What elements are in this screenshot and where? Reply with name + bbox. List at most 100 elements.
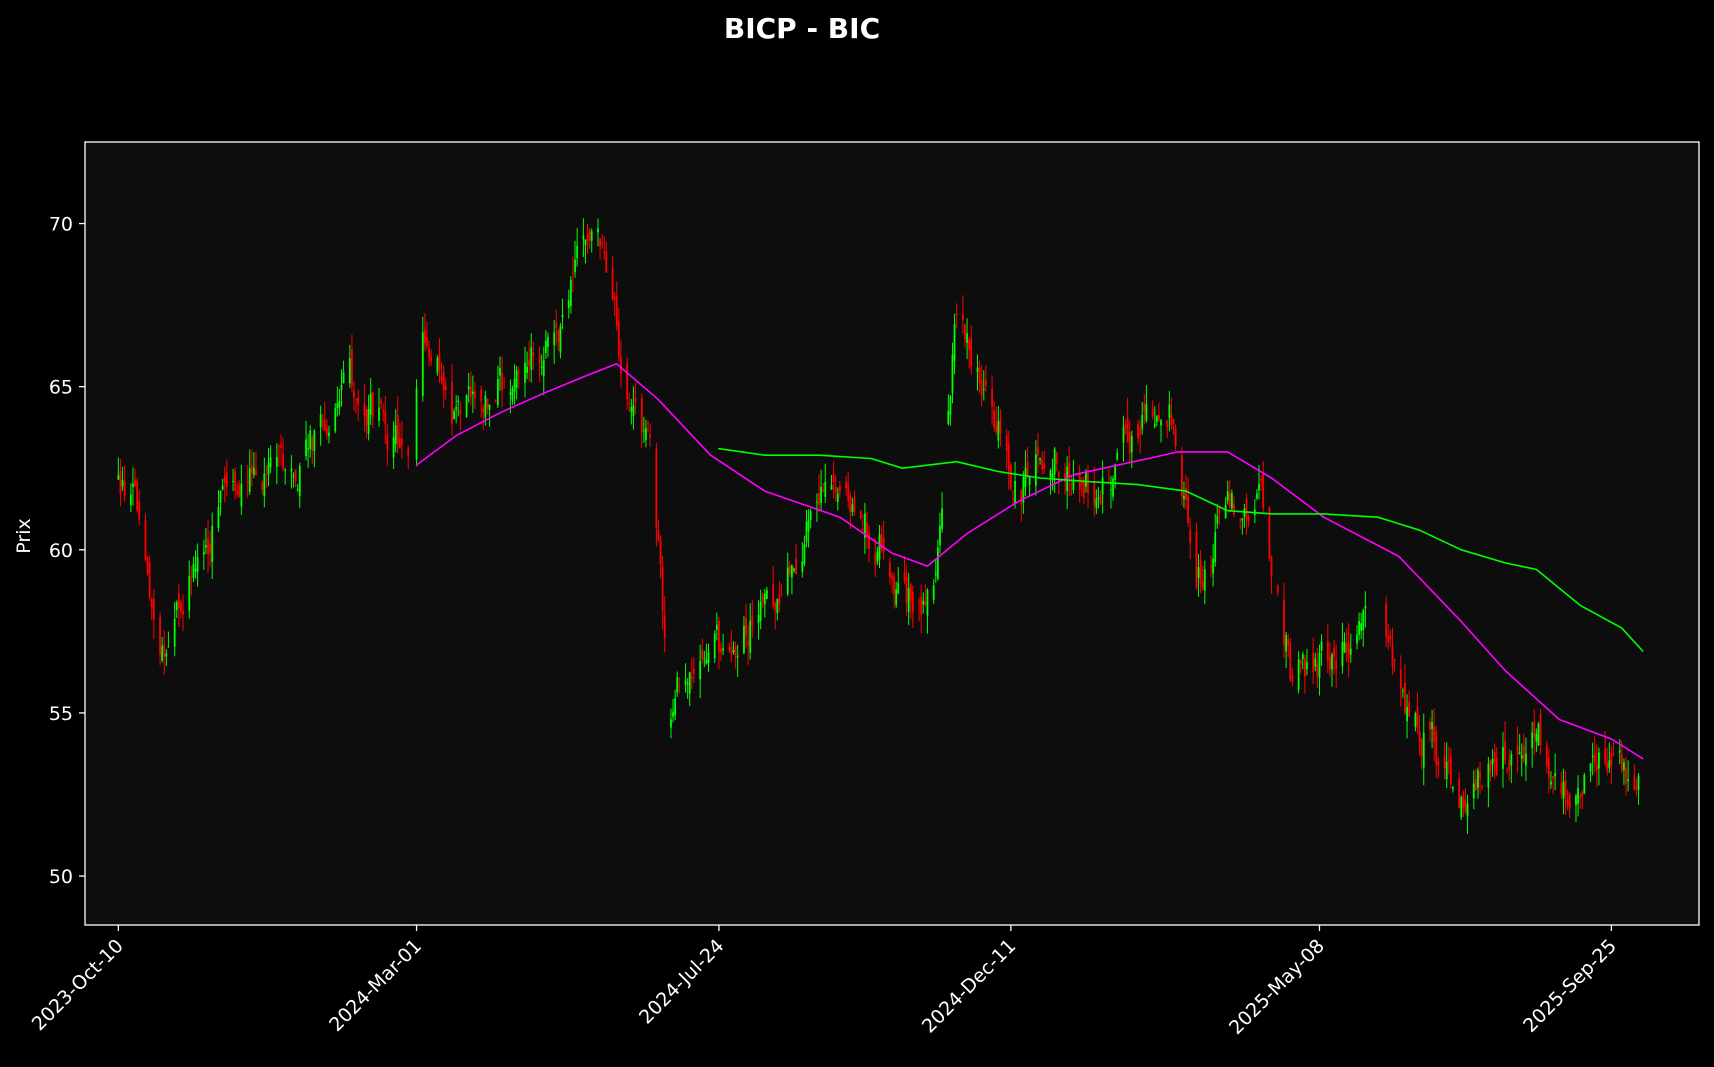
candle-body — [816, 502, 818, 504]
candle-body — [1172, 419, 1175, 425]
candle-body — [1247, 516, 1250, 522]
candle-body — [1522, 745, 1525, 762]
candle-body — [1564, 779, 1567, 796]
candle-body — [838, 485, 841, 492]
candle-body — [1155, 415, 1158, 422]
candle-body — [1452, 786, 1454, 789]
candle-body — [119, 470, 122, 495]
candle-body — [749, 620, 752, 653]
candle-body — [305, 439, 307, 457]
candle-body — [438, 353, 441, 370]
y-tick-label: 70 — [49, 214, 73, 236]
candle-body — [351, 349, 353, 386]
candle-body — [1114, 464, 1117, 481]
candle-body — [444, 385, 447, 390]
candle-body — [465, 395, 468, 417]
candle-body — [369, 393, 372, 415]
candle-body — [380, 400, 383, 404]
candle-body — [630, 407, 633, 412]
candle-body — [795, 559, 797, 574]
candle-body — [486, 399, 489, 408]
candle-body — [311, 437, 314, 451]
candle-body — [584, 239, 587, 245]
candle-body — [924, 601, 927, 605]
candle-body — [634, 397, 637, 402]
candle-body — [851, 504, 854, 512]
candle-body — [628, 403, 631, 405]
candle-body — [1049, 470, 1052, 478]
candle-body — [1449, 756, 1452, 785]
candle-body — [165, 653, 168, 657]
candle-body — [1623, 762, 1625, 770]
candle-body — [1245, 498, 1248, 519]
candle-body — [1241, 518, 1244, 521]
candle-body — [1299, 660, 1302, 664]
candle-body — [903, 572, 906, 581]
candle-body — [265, 468, 268, 470]
candle-body — [1589, 763, 1592, 772]
candle-body — [926, 589, 929, 616]
candle-body — [1575, 795, 1577, 806]
candle-body — [1604, 748, 1607, 763]
candle-body — [1418, 730, 1421, 742]
candle-body — [453, 411, 455, 419]
candle-body — [809, 510, 812, 520]
candle-body — [538, 354, 541, 363]
candle-body — [555, 322, 558, 329]
candle-body — [765, 590, 768, 600]
x-axis: 2023-Oct-10 2024-Mar-01 2024-Jul-24 2024-De… — [28, 925, 1621, 1039]
candle-body — [1552, 776, 1554, 779]
candle-body — [294, 469, 297, 482]
candle-body — [1158, 415, 1160, 421]
candle-body — [202, 551, 205, 555]
moving-average-line-1 — [415, 362, 1644, 760]
candle-body — [647, 423, 649, 425]
candle-body — [1051, 473, 1054, 479]
candle-body — [442, 372, 445, 391]
candle-body — [396, 415, 399, 444]
candle-body — [398, 438, 401, 449]
candle-body — [1516, 745, 1519, 755]
candle-body — [751, 615, 754, 626]
candle-body — [407, 449, 410, 457]
candle-body — [1195, 531, 1198, 588]
candle-body — [1116, 452, 1119, 460]
candle-body — [1141, 414, 1144, 429]
candle-body — [1520, 755, 1523, 759]
candle-body — [845, 481, 848, 488]
candle-body — [1028, 476, 1031, 485]
candle-body — [451, 381, 453, 424]
candle-body — [640, 398, 643, 433]
candle-body — [1445, 761, 1448, 780]
candle-body — [576, 245, 579, 258]
candle-body — [1547, 757, 1550, 778]
candle-body — [1318, 652, 1321, 678]
candle-body — [544, 340, 547, 353]
candle-body — [1491, 759, 1494, 765]
candle-body — [1224, 505, 1227, 519]
candle-body — [319, 414, 322, 427]
x-tick-label: 2025-May-08 — [1225, 935, 1329, 1039]
candle-body — [1187, 495, 1190, 524]
candle-body — [1593, 753, 1596, 763]
candle-body — [964, 324, 966, 340]
candle-body — [1506, 769, 1509, 771]
candle-body — [1389, 635, 1392, 639]
candle-body — [547, 337, 549, 347]
candle-body — [688, 672, 691, 694]
candle-body — [997, 420, 1000, 441]
candle-body — [1535, 733, 1538, 742]
candle-body — [455, 406, 458, 410]
candle-body — [117, 475, 120, 480]
candle-body — [484, 395, 487, 418]
candle-body — [129, 494, 132, 506]
candle-body — [1393, 659, 1396, 661]
candle-body — [763, 593, 766, 605]
candle-body — [357, 397, 360, 406]
candle-body — [743, 625, 745, 654]
y-axis-label: Prix — [13, 518, 35, 553]
candle-body — [1128, 431, 1131, 454]
candle-body — [774, 602, 777, 611]
candle-body — [1627, 779, 1630, 782]
candle-body — [1320, 641, 1323, 651]
